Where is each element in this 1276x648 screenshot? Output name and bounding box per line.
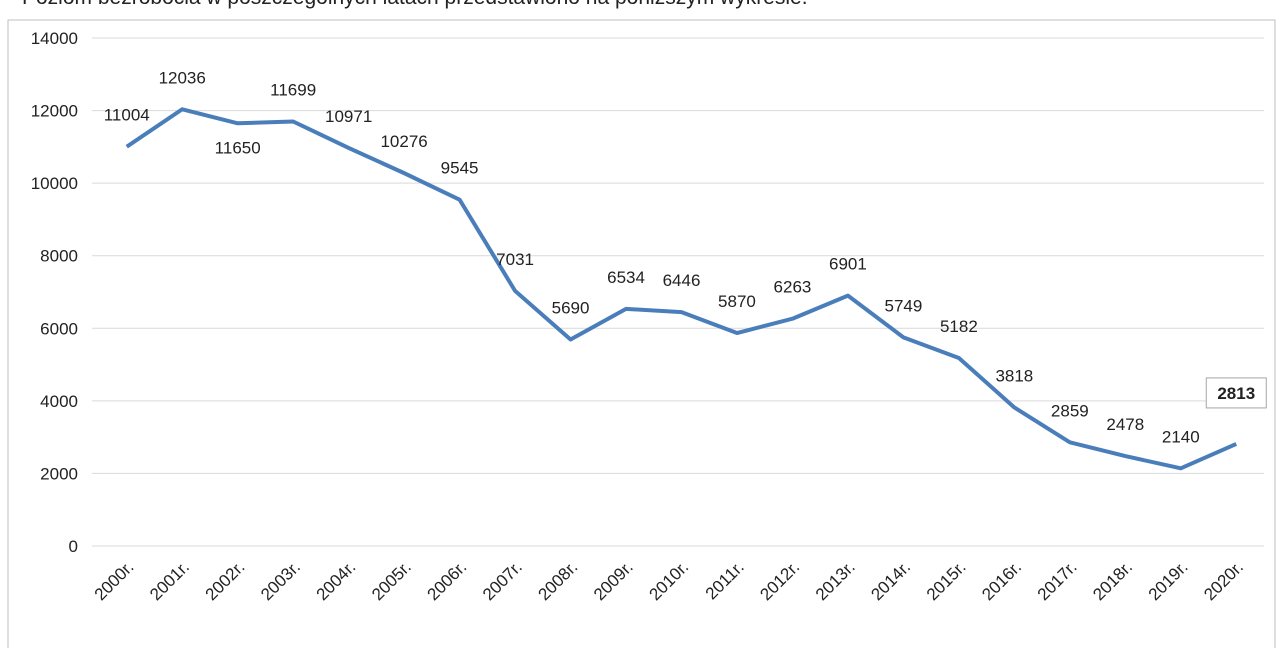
data-label: 11699 xyxy=(270,80,316,99)
y-tick-label: 6000 xyxy=(40,319,78,338)
x-tick-label: 2008r. xyxy=(535,557,582,604)
y-tick-label: 14000 xyxy=(31,29,78,48)
x-tick-label: 2013r. xyxy=(812,557,859,604)
data-label: 6534 xyxy=(607,268,645,287)
x-tick-label: 2005r. xyxy=(368,557,415,604)
data-label: 11650 xyxy=(215,138,261,157)
x-tick-label: 2006r. xyxy=(424,557,471,604)
data-label-box xyxy=(1205,377,1267,409)
y-tick-label: 12000 xyxy=(31,102,78,121)
data-label: 2813 xyxy=(1217,384,1255,403)
chart-frame xyxy=(7,19,1276,648)
x-tick-label: 2002r. xyxy=(202,557,249,604)
data-label: 6263 xyxy=(774,278,812,297)
x-tick-label: 2004r. xyxy=(313,557,360,604)
data-label: 2140 xyxy=(1162,427,1200,446)
data-label: 6446 xyxy=(663,271,701,290)
data-label: 5749 xyxy=(884,296,922,315)
data-label: 7031 xyxy=(496,250,534,269)
data-label: 5870 xyxy=(718,292,756,311)
data-line xyxy=(125,107,1238,471)
x-tick-label: 2018r. xyxy=(1089,557,1136,604)
x-tick-label: 2017r. xyxy=(1034,557,1081,604)
x-tick-label: 2011r. xyxy=(702,557,748,603)
x-tick-label: 2012r. xyxy=(756,557,803,604)
x-tick-label: 2010r. xyxy=(645,557,692,604)
data-label: 2859 xyxy=(1051,401,1089,420)
data-label: 11004 xyxy=(104,106,150,125)
data-label: 5690 xyxy=(552,299,590,318)
x-tick-label: 2014r. xyxy=(867,557,914,604)
data-label: 2478 xyxy=(1106,415,1144,434)
data-label: 12036 xyxy=(159,68,206,87)
x-tick-label: 2009r. xyxy=(590,557,637,604)
y-tick-label: 8000 xyxy=(40,247,78,266)
x-tick-label: 2000r. xyxy=(91,557,138,604)
x-tick-label: 2016r. xyxy=(978,557,1025,604)
data-label: 9545 xyxy=(441,159,479,178)
intro-text: Poziom bezrobocia w poszczególnych latac… xyxy=(22,0,808,9)
data-label: 5182 xyxy=(940,317,978,336)
y-tick-label: 2000 xyxy=(40,464,78,483)
data-label: 10276 xyxy=(380,132,427,151)
y-tick-label: 4000 xyxy=(40,392,78,411)
y-tick-label: 10000 xyxy=(31,174,78,193)
data-label: 10971 xyxy=(325,107,372,126)
data-label: 3818 xyxy=(995,366,1033,385)
x-tick-label: 2019r. xyxy=(1145,557,1192,604)
y-tick-label: 0 xyxy=(69,537,78,556)
x-tick-label: 2003r. xyxy=(257,557,304,604)
x-tick-label: 2001r. xyxy=(146,557,193,604)
x-tick-label: 2015r. xyxy=(923,557,970,604)
x-tick-label: 2020r. xyxy=(1200,557,1247,604)
data-label: 6901 xyxy=(829,255,867,274)
x-tick-label: 2007r. xyxy=(479,557,526,604)
